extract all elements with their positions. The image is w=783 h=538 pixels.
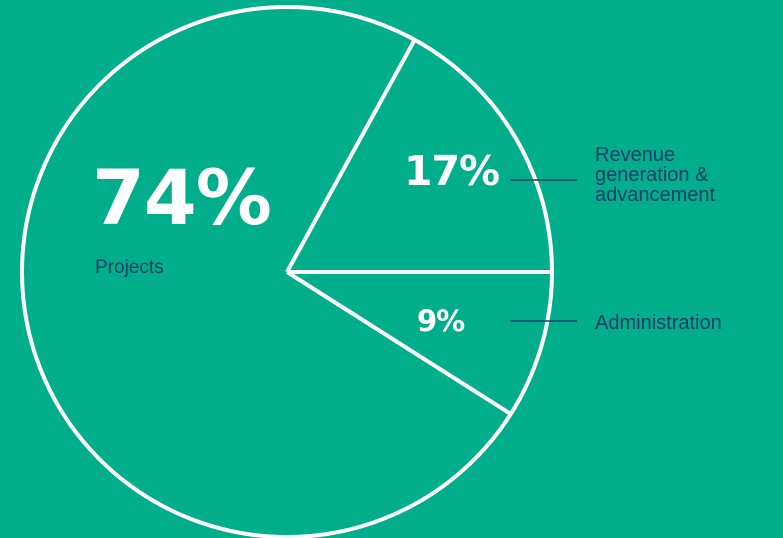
administration-slice-boundary	[285, 270, 512, 416]
revenue-label: Revenue generation & advancement	[595, 144, 716, 206]
projects-label: Projects	[95, 257, 164, 278]
administration-label: Administration	[595, 312, 722, 334]
projects-percent: 74%	[92, 153, 272, 242]
revenue-percent: 17%	[404, 147, 500, 195]
projects-slice-boundary	[285, 38, 417, 273]
administration-percent: 9%	[417, 304, 465, 338]
